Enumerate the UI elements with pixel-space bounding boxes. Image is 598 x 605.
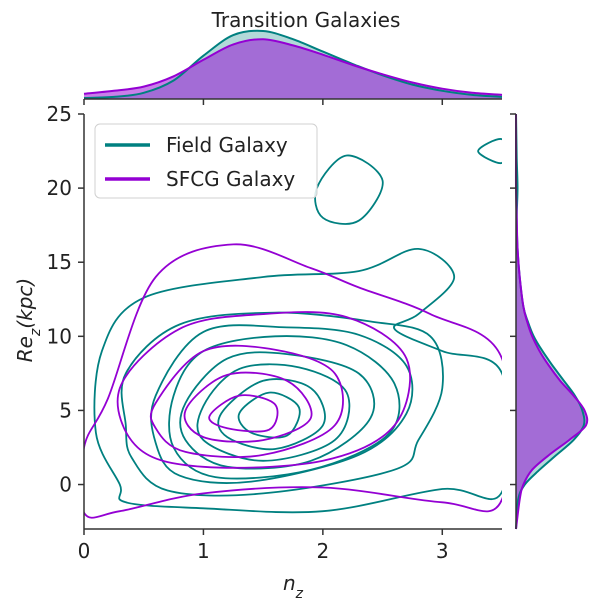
- x-axis-label: nz: [283, 571, 304, 602]
- y-tick-label-15: 15: [47, 250, 72, 274]
- axes: 0 1 2 3 0 5 10 15 20 25: [47, 102, 502, 563]
- field-galaxy-contour-6: [196, 363, 351, 462]
- y-tick-label-20: 20: [47, 176, 72, 200]
- sfcg-marginal-y-line: [514, 114, 589, 530]
- marginal-y-panel: [510, 113, 589, 530]
- marginal-x-panel: [83, 29, 503, 105]
- sfcg-galaxy-contour-2: [116, 311, 411, 469]
- field-marginal-x-line: [83, 29, 503, 99]
- sfcg-marginal-x-fill: [84, 39, 502, 99]
- x-tick-label-2: 2: [316, 539, 329, 563]
- sfcg-marginal-x-line: [83, 38, 503, 96]
- field-galaxy-contour-5: [179, 351, 375, 470]
- sfcg-galaxy-contour-1: [84, 243, 502, 519]
- x-tick-label-0: 0: [78, 539, 91, 563]
- field-galaxy-contour-10: [477, 138, 502, 165]
- sfcg-galaxy-contour-3: [149, 344, 344, 458]
- y-axis-label: Rez(kpc): [13, 278, 44, 362]
- sfcg-galaxy-contour-4: [183, 371, 313, 443]
- chart-title: Transition Galaxies: [211, 8, 401, 32]
- y-tick-label-10: 10: [47, 324, 72, 348]
- legend: Field Galaxy SFCG Galaxy: [94, 123, 318, 199]
- sfcg-marginal-y-fill: [515, 114, 588, 529]
- sfcg-galaxy-contour-5: [208, 394, 279, 433]
- field-galaxy-contour-9: [314, 154, 384, 225]
- contour-layer: [84, 138, 502, 519]
- x-tick-label-1: 1: [197, 539, 210, 563]
- y-tick-label-25: 25: [47, 102, 72, 126]
- field-galaxy-contour-4: [168, 335, 401, 480]
- legend-label-sfcg-galaxy: SFCG Galaxy: [166, 167, 295, 191]
- field-galaxy-contour-2: [120, 311, 444, 497]
- field-galaxy-contour-1: [93, 247, 502, 514]
- y-tick-label-5: 5: [59, 398, 72, 422]
- x-tick-label-3: 3: [436, 539, 449, 563]
- legend-label-field-galaxy: Field Galaxy: [166, 133, 288, 157]
- y-tick-label-0: 0: [59, 473, 72, 497]
- field-galaxy-contour-3: [150, 324, 414, 484]
- legend-box: [94, 123, 318, 199]
- field-galaxy-contour-7: [217, 378, 326, 451]
